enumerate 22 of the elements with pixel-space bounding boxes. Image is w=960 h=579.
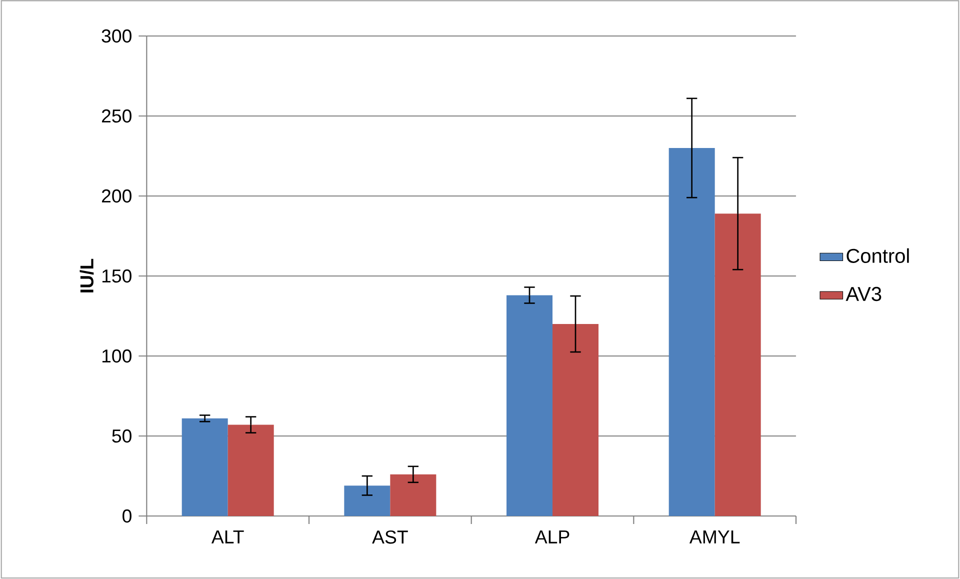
y-tick-label: 0	[122, 510, 132, 523]
bar	[390, 474, 436, 516]
legend-label: Control	[846, 248, 909, 264]
x-tick-label: AST	[372, 530, 408, 544]
y-tick-label: 50	[112, 430, 132, 443]
x-tick-label: ALP	[534, 530, 570, 544]
x-tick-label: AMYL	[689, 530, 740, 544]
x-tick-label: ALT	[211, 530, 244, 544]
y-axis-title: IU/L	[80, 259, 94, 293]
y-tick-label: 300	[102, 30, 132, 43]
y-tick-label: 150	[102, 270, 132, 283]
bar	[506, 295, 553, 516]
legend-label: AV3	[846, 287, 882, 302]
bar	[228, 424, 274, 516]
y-tick-label: 200	[102, 190, 132, 203]
bar	[182, 418, 228, 516]
bar	[714, 214, 761, 516]
bar	[668, 148, 715, 516]
bar	[344, 486, 390, 516]
bar	[552, 324, 599, 516]
y-tick-label: 100	[102, 350, 132, 363]
y-tick-label: 250	[102, 110, 132, 123]
